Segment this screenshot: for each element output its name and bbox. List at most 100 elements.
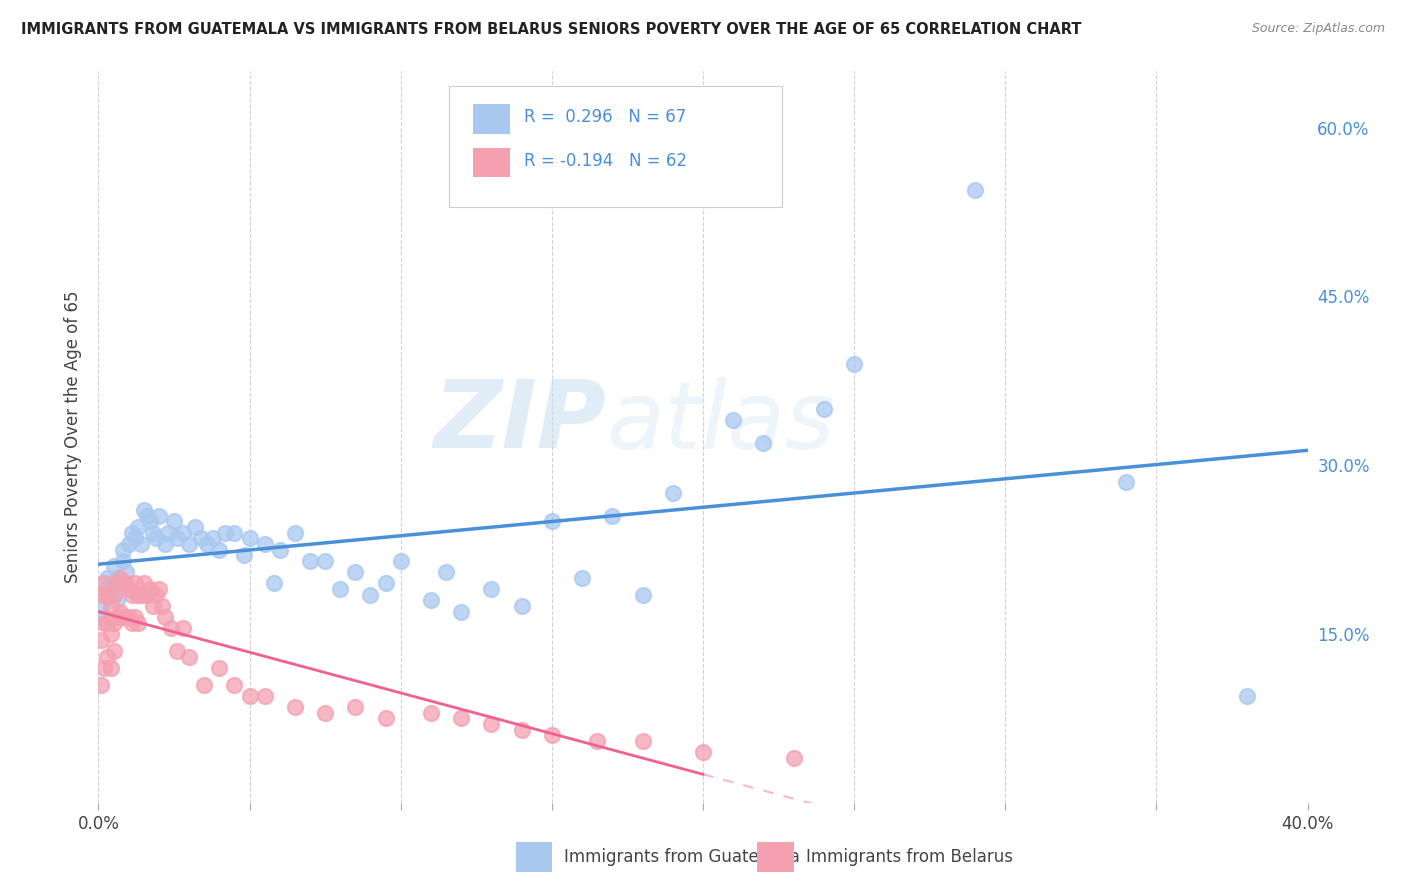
Point <box>132 503 155 517</box>
Point <box>179 649 201 664</box>
FancyBboxPatch shape <box>474 148 509 178</box>
Point <box>269 542 291 557</box>
Text: IMMIGRANTS FROM GUATEMALA VS IMMIGRANTS FROM BELARUS SENIORS POVERTY OVER THE AG: IMMIGRANTS FROM GUATEMALA VS IMMIGRANTS … <box>21 22 1081 37</box>
Point <box>661 486 683 500</box>
Point <box>96 649 118 664</box>
Point <box>450 605 472 619</box>
Text: Immigrants from Guatemala: Immigrants from Guatemala <box>564 848 800 866</box>
Text: R =  0.296   N = 67: R = 0.296 N = 67 <box>524 108 686 126</box>
Point <box>124 532 146 546</box>
Point <box>299 554 322 568</box>
Point <box>263 576 285 591</box>
Point <box>239 689 262 703</box>
Point <box>114 610 136 624</box>
Point <box>179 537 201 551</box>
Point <box>139 515 162 529</box>
Point <box>193 678 215 692</box>
FancyBboxPatch shape <box>516 841 551 872</box>
Point <box>195 537 218 551</box>
Point <box>93 576 115 591</box>
Point <box>93 661 115 675</box>
Point <box>148 582 170 596</box>
Point <box>135 588 157 602</box>
Point <box>96 582 118 596</box>
Point <box>481 582 503 596</box>
Point <box>145 588 167 602</box>
Point <box>96 571 118 585</box>
Point <box>121 525 143 540</box>
Point <box>100 588 122 602</box>
Point <box>540 728 562 742</box>
Point <box>450 711 472 725</box>
Point <box>100 599 122 613</box>
Point <box>284 700 307 714</box>
Point <box>132 576 155 591</box>
Point <box>813 401 835 416</box>
Point <box>344 700 367 714</box>
Point <box>121 588 143 602</box>
Point <box>844 357 866 371</box>
Point <box>434 565 457 579</box>
Point <box>602 508 624 523</box>
Text: Immigrants from Belarus: Immigrants from Belarus <box>806 848 1012 866</box>
Point <box>360 588 382 602</box>
Point <box>103 576 125 591</box>
Point <box>100 661 122 675</box>
Point <box>111 610 134 624</box>
Point <box>124 576 146 591</box>
Point <box>389 554 412 568</box>
Point <box>420 593 443 607</box>
Point <box>1236 689 1258 703</box>
Point <box>184 520 207 534</box>
Point <box>114 576 136 591</box>
Point <box>1115 475 1137 489</box>
Point <box>103 615 125 630</box>
FancyBboxPatch shape <box>758 841 794 872</box>
Point <box>111 542 134 557</box>
Point <box>208 661 231 675</box>
Point <box>172 525 194 540</box>
Point <box>374 711 396 725</box>
Point <box>124 610 146 624</box>
Point <box>105 571 128 585</box>
Point <box>224 525 246 540</box>
Point <box>103 559 125 574</box>
Point <box>118 610 141 624</box>
Text: Source: ZipAtlas.com: Source: ZipAtlas.com <box>1251 22 1385 36</box>
Point <box>374 576 396 591</box>
Point <box>166 644 188 658</box>
Point <box>631 588 654 602</box>
Point <box>90 678 112 692</box>
Point <box>108 605 131 619</box>
Point <box>208 542 231 557</box>
Point <box>121 615 143 630</box>
Point <box>105 576 128 591</box>
Point <box>100 627 122 641</box>
Point <box>103 644 125 658</box>
Point <box>752 435 775 450</box>
Point <box>344 565 367 579</box>
Point <box>314 554 336 568</box>
Point <box>153 537 176 551</box>
Point <box>253 537 276 551</box>
Point <box>139 582 162 596</box>
Point <box>142 599 165 613</box>
Point <box>420 706 443 720</box>
FancyBboxPatch shape <box>449 86 782 207</box>
Point <box>103 588 125 602</box>
Point <box>105 610 128 624</box>
Text: R = -0.194   N = 62: R = -0.194 N = 62 <box>524 152 688 169</box>
Point <box>329 582 352 596</box>
Point <box>129 537 152 551</box>
Point <box>148 508 170 523</box>
Point <box>114 565 136 579</box>
Point <box>156 525 179 540</box>
Point <box>127 588 149 602</box>
Point <box>510 723 533 737</box>
Point <box>314 706 336 720</box>
Point <box>965 182 987 196</box>
Point <box>105 593 128 607</box>
FancyBboxPatch shape <box>474 104 509 134</box>
Point <box>224 678 246 692</box>
Point <box>96 615 118 630</box>
